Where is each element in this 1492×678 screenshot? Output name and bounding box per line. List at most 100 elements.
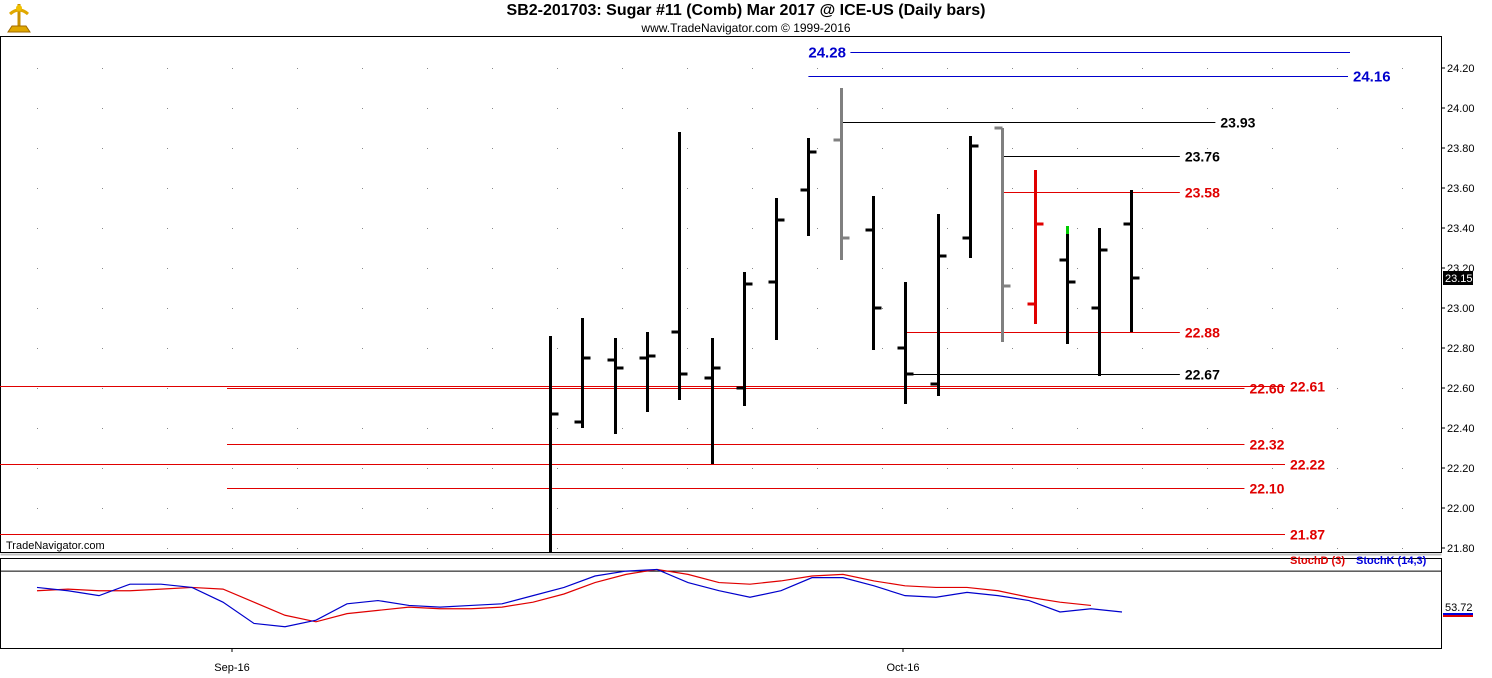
grid-dot bbox=[1337, 188, 1338, 189]
grid-dot bbox=[1142, 68, 1143, 69]
level-label: 23.58 bbox=[1185, 185, 1220, 201]
grid-dot bbox=[817, 348, 818, 349]
y-tick-label: 23.60 bbox=[1447, 183, 1475, 195]
panel-separator bbox=[0, 553, 1442, 556]
grid-dot bbox=[817, 148, 818, 149]
level-label: 23.76 bbox=[1185, 149, 1220, 165]
level-label: 24.28 bbox=[808, 45, 846, 62]
level-label: 22.60 bbox=[1249, 381, 1284, 397]
grid-dot bbox=[362, 108, 363, 109]
grid-dot bbox=[947, 108, 948, 109]
grid-dot bbox=[947, 148, 948, 149]
grid-dot bbox=[492, 148, 493, 149]
grid-dot bbox=[1142, 108, 1143, 109]
grid-dot bbox=[1402, 148, 1403, 149]
grid-dot bbox=[232, 268, 233, 269]
y-tick-label: 24.20 bbox=[1447, 63, 1475, 75]
grid-dot bbox=[1337, 428, 1338, 429]
grid-dot bbox=[232, 108, 233, 109]
stoch-d-line bbox=[36, 568, 1092, 623]
grid-dot bbox=[622, 148, 623, 149]
grid-dot bbox=[1402, 268, 1403, 269]
grid-dot bbox=[167, 348, 168, 349]
grid-dot bbox=[622, 468, 623, 469]
grid-dot bbox=[752, 188, 753, 189]
grid-dot bbox=[297, 268, 298, 269]
grid-dot bbox=[882, 348, 883, 349]
level-label: 23.93 bbox=[1220, 115, 1255, 131]
grid-dot bbox=[1077, 308, 1078, 309]
grid-dot bbox=[557, 508, 558, 509]
grid-dot bbox=[752, 268, 753, 269]
grid-dot bbox=[752, 548, 753, 549]
grid-dot bbox=[1077, 228, 1078, 229]
y-tick-label: 22.80 bbox=[1447, 343, 1475, 355]
grid-dot bbox=[167, 108, 168, 109]
grid-dot bbox=[1142, 268, 1143, 269]
dotted-grid bbox=[37, 68, 1403, 549]
grid-dot bbox=[752, 348, 753, 349]
grid-dot bbox=[882, 108, 883, 109]
grid-dot bbox=[427, 228, 428, 229]
y-tick-label: 22.60 bbox=[1447, 383, 1475, 395]
grid-dot bbox=[102, 108, 103, 109]
grid-dot bbox=[1012, 348, 1013, 349]
grid-dot bbox=[1402, 348, 1403, 349]
grid-dot bbox=[752, 468, 753, 469]
grid-dot bbox=[297, 188, 298, 189]
grid-dot bbox=[492, 548, 493, 549]
grid-dot bbox=[297, 68, 298, 69]
level-label: 22.61 bbox=[1290, 379, 1325, 395]
grid-dot bbox=[947, 188, 948, 189]
grid-dot bbox=[362, 148, 363, 149]
grid-dot bbox=[37, 388, 38, 389]
grid-dot bbox=[362, 468, 363, 469]
grid-dot bbox=[1272, 268, 1273, 269]
grid-dot bbox=[1272, 428, 1273, 429]
grid-dot bbox=[297, 508, 298, 509]
grid-dot bbox=[557, 268, 558, 269]
grid-dot bbox=[1272, 228, 1273, 229]
grid-dot bbox=[1337, 268, 1338, 269]
grid-dot bbox=[622, 548, 623, 549]
grid-dot bbox=[687, 108, 688, 109]
grid-dot bbox=[1272, 148, 1273, 149]
grid-dot bbox=[427, 508, 428, 509]
grid-dot bbox=[1402, 468, 1403, 469]
grid-dot bbox=[752, 68, 753, 69]
grid-dot bbox=[232, 428, 233, 429]
grid-dot bbox=[297, 468, 298, 469]
grid-dot bbox=[752, 428, 753, 429]
grid-dot bbox=[1012, 468, 1013, 469]
grid-dot bbox=[882, 468, 883, 469]
grid-dot bbox=[492, 508, 493, 509]
grid-dot bbox=[37, 548, 38, 549]
level-label: 22.10 bbox=[1249, 481, 1284, 497]
grid-dot bbox=[1207, 308, 1208, 309]
legend-stoch-d: StochD (3) bbox=[1290, 555, 1345, 567]
grid-dot bbox=[492, 108, 493, 109]
grid-dot bbox=[557, 148, 558, 149]
grid-dot bbox=[1402, 108, 1403, 109]
grid-dot bbox=[1272, 468, 1273, 469]
grid-dot bbox=[167, 308, 168, 309]
grid-dot bbox=[752, 228, 753, 229]
grid-dot bbox=[947, 268, 948, 269]
grid-dot bbox=[752, 308, 753, 309]
grid-dot bbox=[297, 148, 298, 149]
grid-dot bbox=[1207, 468, 1208, 469]
grid-dot bbox=[1337, 388, 1338, 389]
grid-dot bbox=[1142, 548, 1143, 549]
grid-dot bbox=[947, 468, 948, 469]
grid-dot bbox=[882, 308, 883, 309]
grid-dot bbox=[427, 188, 428, 189]
grid-dot bbox=[232, 68, 233, 69]
grid-dot bbox=[492, 348, 493, 349]
grid-dot bbox=[1012, 68, 1013, 69]
grid-dot bbox=[557, 348, 558, 349]
grid-dot bbox=[947, 228, 948, 229]
grid-dot bbox=[1402, 228, 1403, 229]
grid-dot bbox=[687, 428, 688, 429]
grid-dot bbox=[362, 508, 363, 509]
grid-dot bbox=[37, 468, 38, 469]
